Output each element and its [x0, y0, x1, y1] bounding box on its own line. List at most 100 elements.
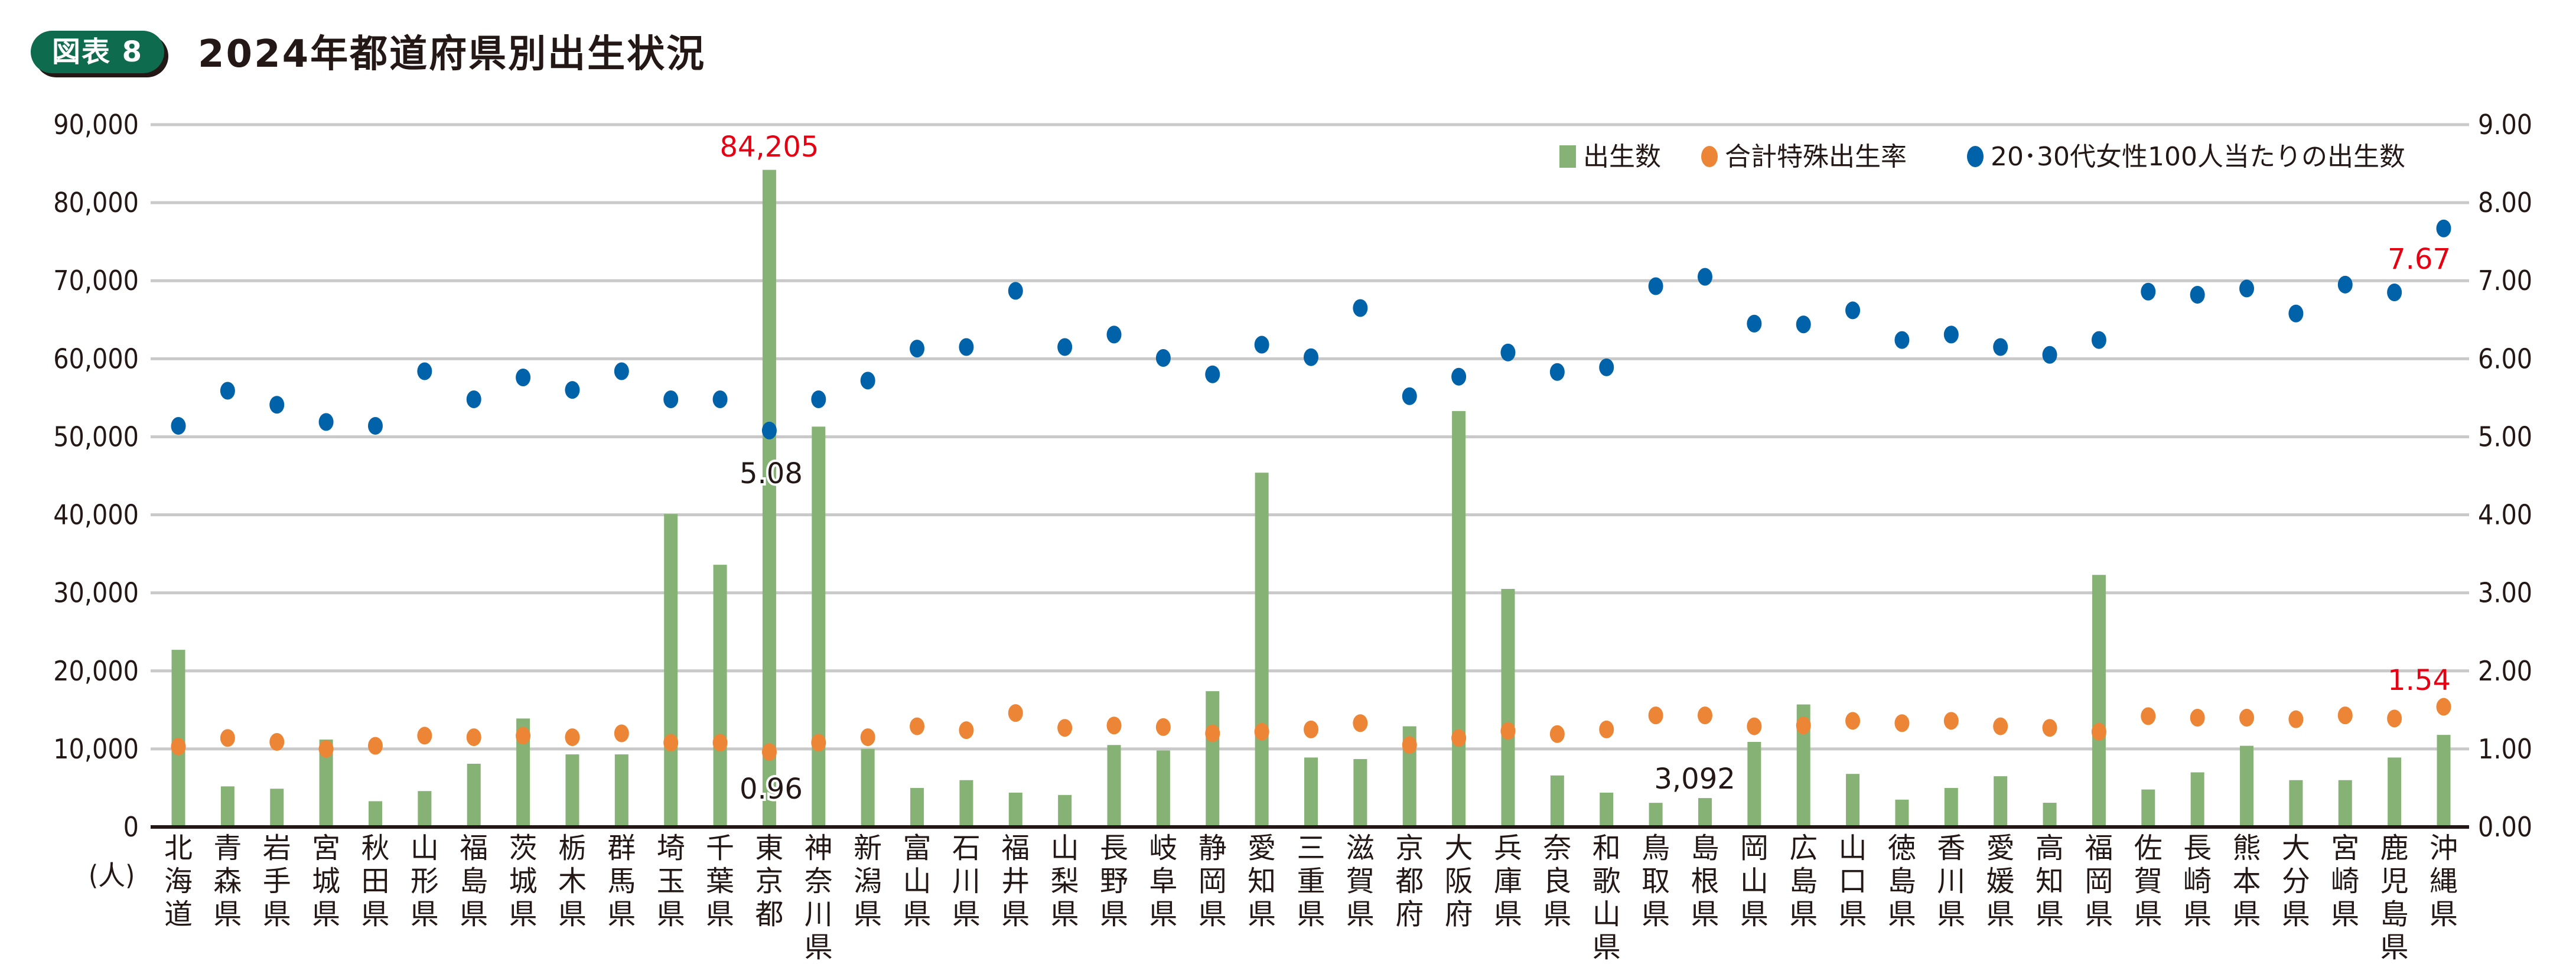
legend-marker-square: [1559, 145, 1576, 168]
bar-births: [614, 754, 628, 827]
category-label: 高知県: [2036, 832, 2064, 931]
bar-births: [1304, 757, 1318, 827]
category-labels: 北海道青森県岩手県宮城県秋田県山形県福島県茨城県栃木県群馬県埼玉県千葉県東京都神…: [164, 832, 2458, 964]
dot-per100: [1747, 314, 1762, 333]
dot-tfr: [1353, 714, 1368, 732]
y-tick-label: 40,000: [53, 499, 139, 531]
dot-per100: [1943, 325, 1959, 344]
data-label: 1.54: [2388, 664, 2451, 697]
bar-births: [2338, 780, 2352, 827]
dot-tfr: [1008, 704, 1023, 722]
bar-births: [1698, 798, 1712, 827]
category-label: 山梨県: [1051, 832, 1079, 931]
dot-per100: [1500, 343, 1516, 362]
category-label: 東京都: [755, 832, 783, 931]
bar-births: [812, 426, 826, 827]
legend-marker-circle: [1701, 146, 1718, 167]
dot-per100: [1648, 277, 1663, 295]
dot-tfr: [417, 727, 432, 745]
legend-marker-circle: [1967, 146, 1984, 167]
data-label: 7.67: [2388, 243, 2451, 276]
y-unit-label: (人): [89, 859, 135, 891]
category-label: 岡山県: [1740, 832, 1769, 931]
bar-births: [1156, 750, 1170, 827]
dot-per100: [417, 362, 432, 380]
dot-per100: [171, 416, 186, 435]
dot-tfr: [1155, 718, 1171, 736]
dot-tfr: [2387, 709, 2402, 728]
dot-tfr: [2141, 707, 2156, 725]
bar-births: [2141, 789, 2155, 827]
bar-births: [1649, 803, 1663, 827]
dot-tfr: [2091, 722, 2106, 741]
legend-label: 20･30代女性100人当たりの出生数: [1991, 142, 2405, 172]
bar-births: [861, 748, 875, 827]
dot-tfr: [959, 721, 974, 740]
bar-births: [1255, 473, 1269, 827]
dot-per100: [860, 372, 875, 390]
bar-births: [1501, 589, 1515, 827]
category-label: 岐阜県: [1149, 832, 1177, 931]
category-label: 新潟県: [854, 832, 882, 931]
data-label: 0.96: [740, 773, 803, 806]
bar-births: [1353, 759, 1367, 827]
dot-per100: [2337, 275, 2353, 294]
dot-per100: [1106, 325, 1122, 344]
chart-title: 2024年都道府県別出生状況: [198, 32, 706, 76]
dot-tfr: [1402, 736, 1417, 754]
dot-per100: [1304, 348, 1318, 366]
legend: 出生数 合計特殊出生率 20･30代女性100人当たりの出生数: [1559, 142, 2405, 172]
category-label: 京都府: [1395, 832, 1424, 931]
category-label: 福岡県: [2085, 832, 2113, 931]
category-label: 宮城県: [312, 832, 340, 931]
dots-per100: [171, 219, 2451, 439]
bar-births: [565, 754, 579, 827]
bar-births: [1107, 745, 1121, 827]
category-label: 奈良県: [1543, 832, 1571, 931]
bar-births: [1008, 792, 1022, 827]
dot-tfr: [1599, 720, 1614, 738]
dot-per100: [1845, 301, 1861, 320]
dot-tfr: [1993, 717, 2008, 735]
dot-per100: [1697, 268, 1712, 286]
y2-tick-label: 9.00: [2478, 109, 2532, 141]
category-label: 千葉県: [706, 832, 734, 931]
bar-births: [1747, 741, 1761, 827]
category-label: 大分県: [2282, 832, 2310, 931]
bar-births: [1452, 411, 1466, 827]
category-label: 福島県: [460, 832, 488, 931]
category-label: 富山県: [903, 832, 932, 931]
dot-tfr: [663, 734, 679, 752]
dot-tfr: [1500, 722, 1516, 740]
y2-tick-label: 6.00: [2478, 343, 2532, 374]
category-label: 島根県: [1691, 832, 1719, 931]
y-tick-label: 30,000: [53, 577, 139, 609]
dot-per100: [2387, 284, 2402, 302]
category-label: 栃木県: [558, 832, 587, 931]
category-label: 広島県: [1789, 832, 1818, 931]
dot-tfr: [1549, 725, 1565, 743]
dot-per100: [1894, 331, 1910, 349]
dot-per100: [2042, 346, 2057, 364]
dot-per100: [269, 396, 285, 414]
dot-per100: [516, 369, 531, 387]
category-label: 宮崎県: [2331, 832, 2359, 931]
category-label: 静岡県: [1199, 832, 1227, 931]
figure-tag-badge: 図表 8: [31, 31, 164, 73]
dot-per100: [318, 413, 334, 431]
y-tick-label: 10,000: [53, 733, 139, 765]
category-label: 兵庫県: [1494, 832, 1522, 931]
bar-births: [2289, 780, 2303, 827]
category-label: 大阪府: [1445, 832, 1473, 931]
dot-per100: [1254, 336, 1269, 354]
dot-per100: [2141, 282, 2156, 301]
bar-births: [516, 718, 530, 827]
bar-births: [2043, 803, 2057, 827]
dot-per100: [2091, 331, 2106, 349]
gridlines: [151, 123, 2469, 751]
category-label: 長野県: [1100, 832, 1128, 931]
bar-births: [910, 787, 924, 827]
dot-per100: [367, 416, 383, 435]
dot-per100: [1205, 365, 1220, 383]
